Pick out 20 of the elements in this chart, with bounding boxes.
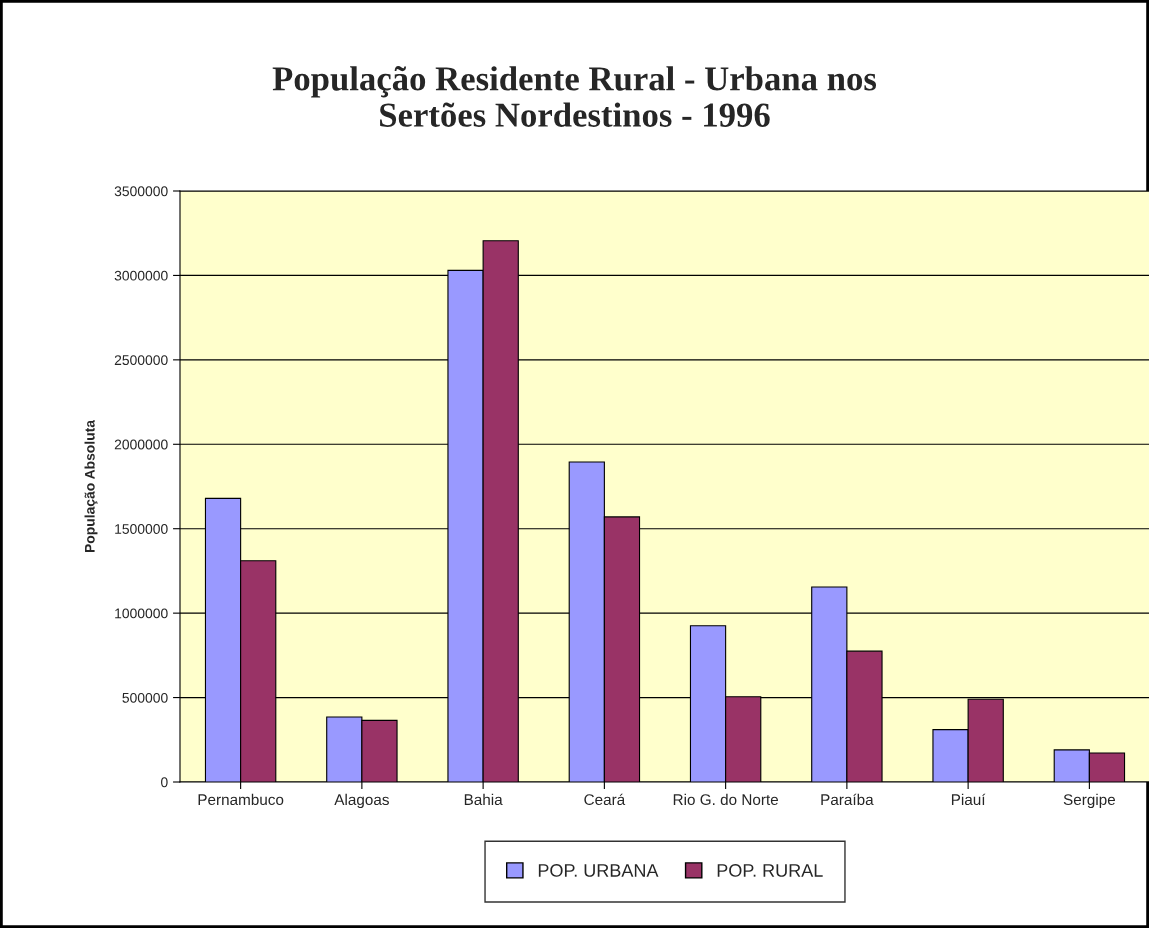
y-tick-label: 1500000 [115,524,168,534]
y-tick-label: 3500000 [114,186,168,197]
x-tick-label: Rio G. do Norte [673,793,779,806]
x-tick-label: Bahia [464,793,503,806]
x-tick-label: Alagoas [334,793,389,809]
y-tick-label: 500000 [122,692,168,703]
y-axis-title: População Absoluta [84,419,98,553]
x-tick-label: Piauí [951,793,986,806]
y-tick-label: 3000000 [114,270,168,281]
x-tick-label: Ceará [584,793,626,806]
y-tick-label: 0 [161,777,168,788]
x-tick-label: Pernambuco [198,793,284,806]
x-tick-label: Sergipe [1063,793,1116,809]
y-tick-label: 1000000 [115,608,168,619]
legend-label: POP. RURAL [717,864,823,877]
legend-label: POP. URBANA [538,864,659,877]
chart-title: População Residente Rural - Urbana nos Sertões Nordestinos - 1996 [272,66,877,127]
y-tick-label: 2500000 [114,355,168,366]
y-tick-label: 2000000 [114,439,168,450]
x-tick-label: Paraíba [821,793,874,806]
